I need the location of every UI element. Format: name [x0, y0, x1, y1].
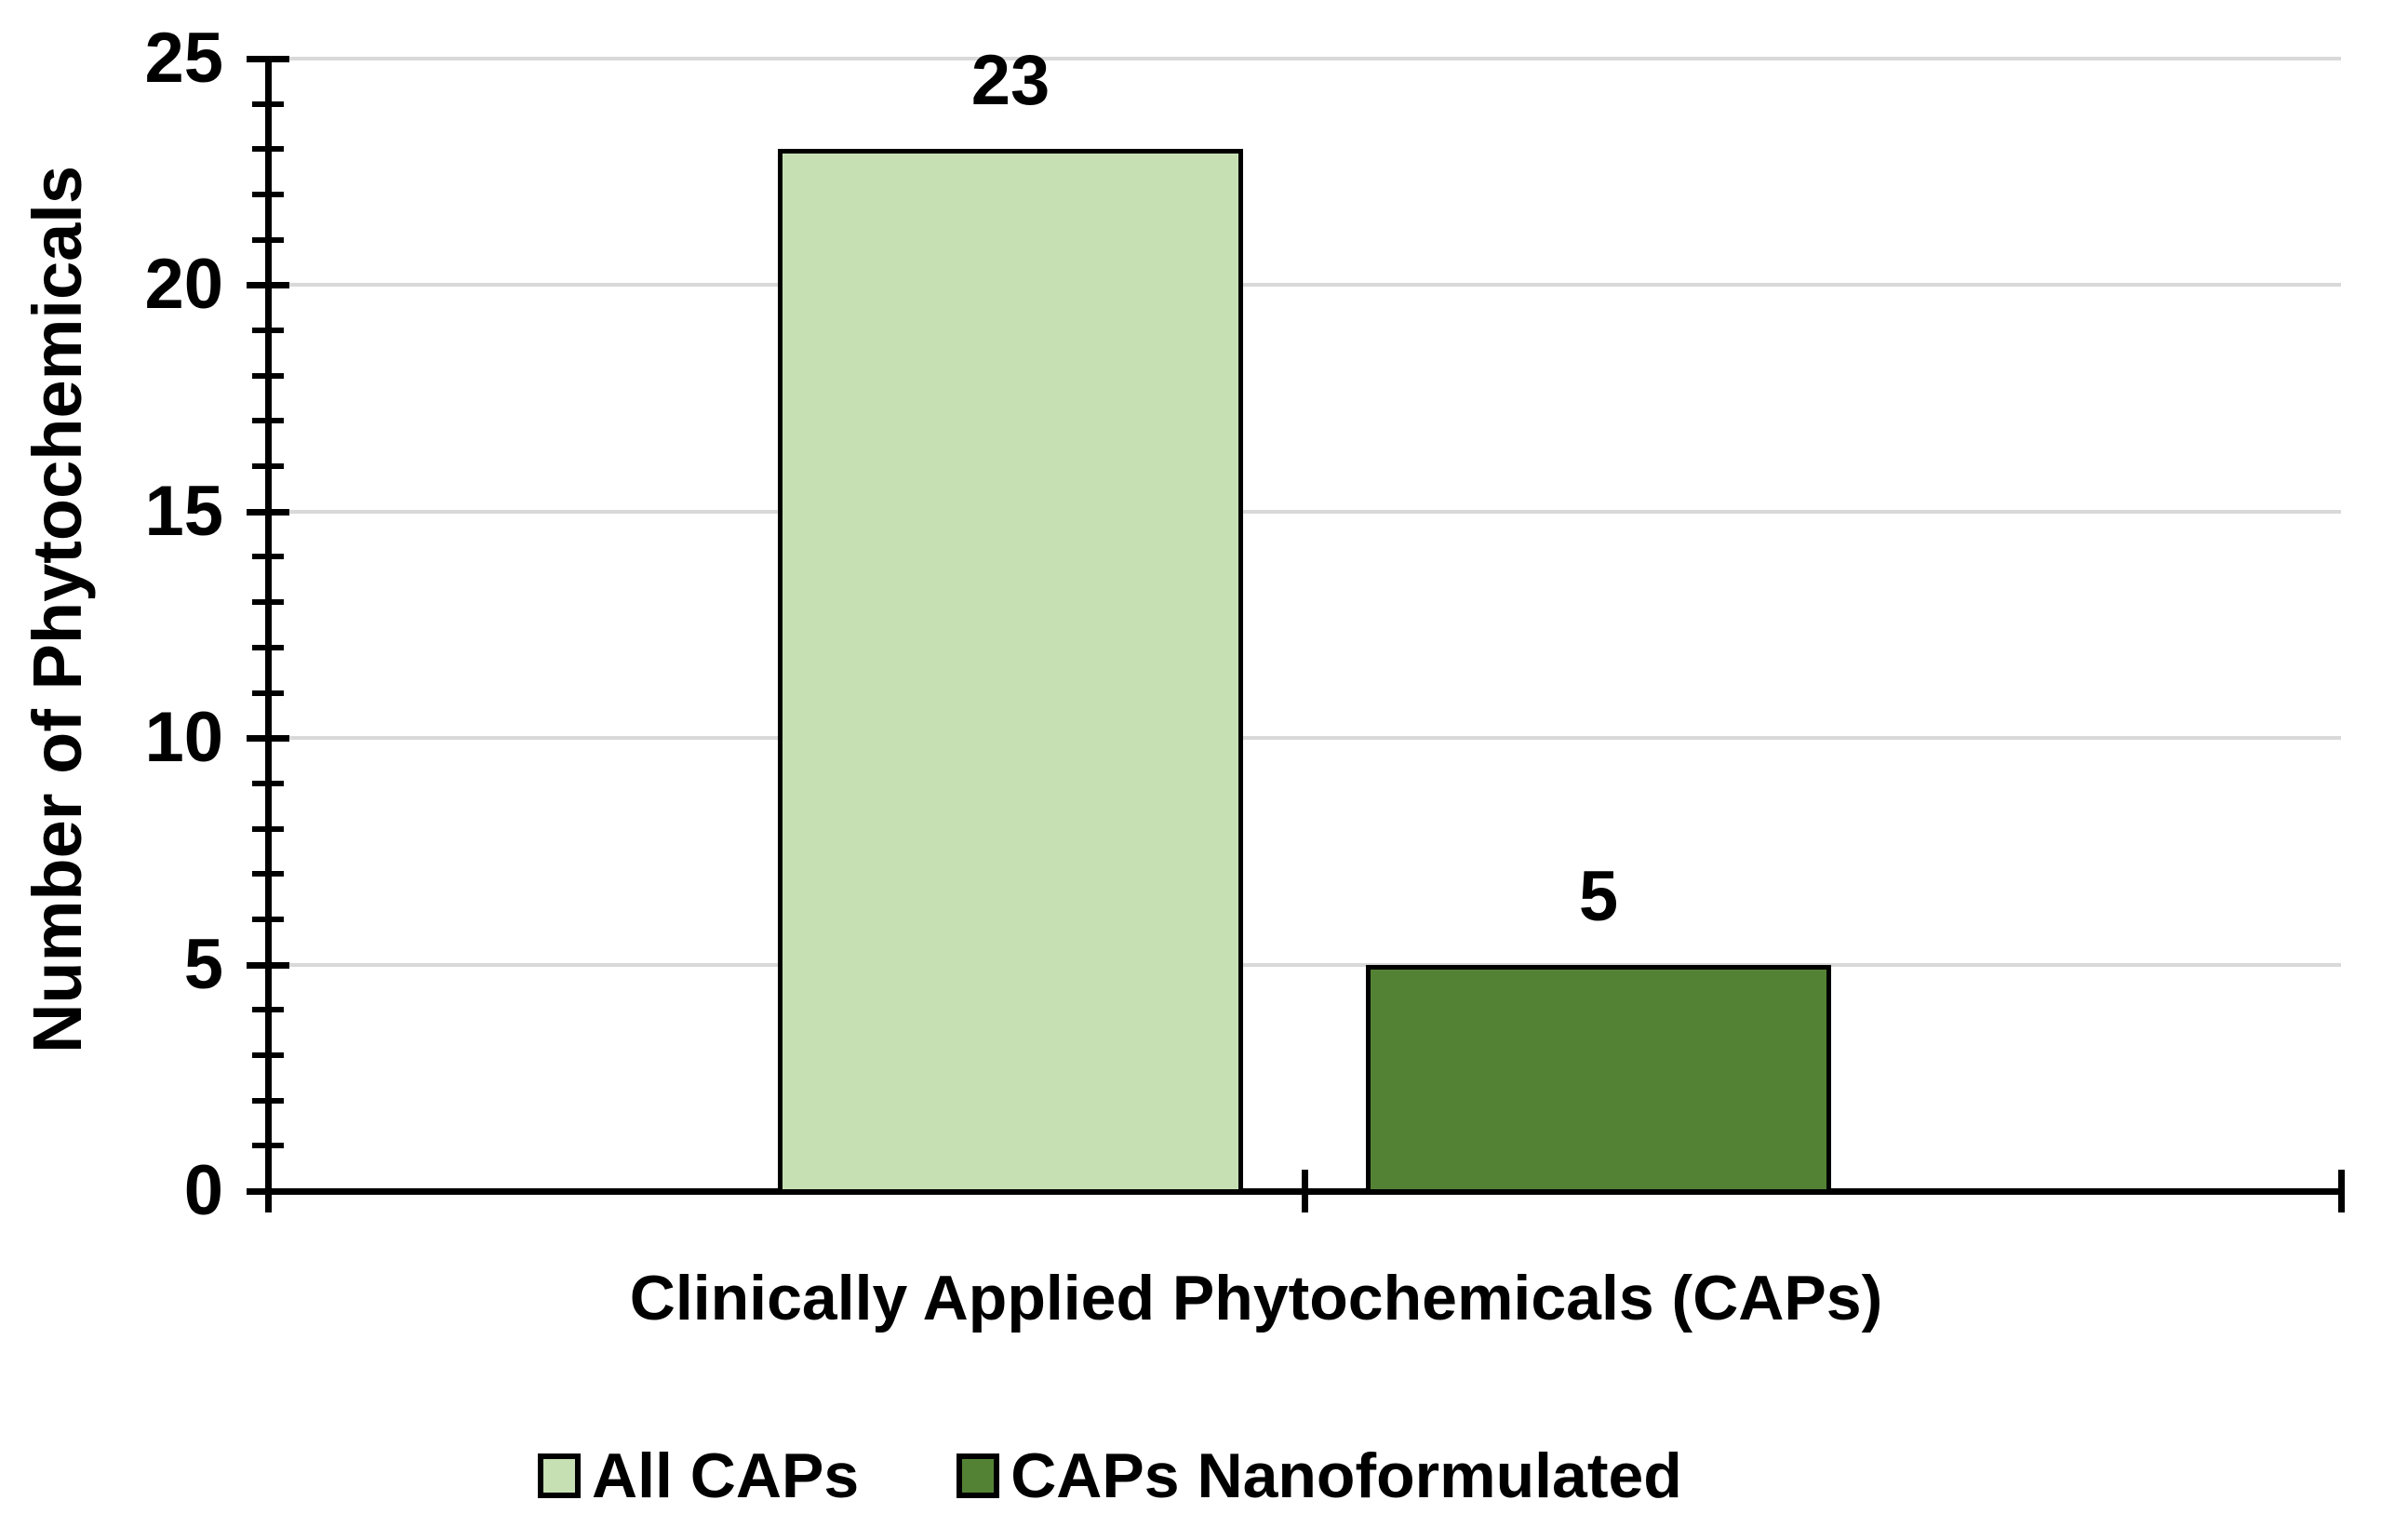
legend-swatch-all-caps	[538, 1453, 581, 1498]
y-tick-label-15: 15	[144, 471, 223, 551]
y-major-tick-25	[247, 56, 289, 62]
y-major-tick-15	[247, 508, 289, 516]
gridline-10	[268, 736, 2341, 741]
data-label-all-caps: 23	[970, 41, 1050, 121]
y-tick-label-10: 10	[144, 698, 223, 778]
legend-label-caps-nanoformulated: CAPs Nanoformulated	[1010, 1440, 1682, 1511]
y-minor-tick-18	[252, 372, 284, 379]
y-axis-title: Number of Phytochemicals	[19, 166, 96, 1054]
y-minor-tick-22	[252, 192, 284, 198]
gridline-5	[268, 962, 2341, 967]
x-tick-1	[1302, 1170, 1308, 1212]
x-tick-0	[265, 1170, 272, 1212]
bar-caps-nanoformulated	[1366, 964, 1831, 1194]
y-minor-tick-14	[252, 554, 284, 560]
y-minor-tick-13	[252, 599, 284, 606]
y-major-tick-10	[247, 735, 289, 743]
y-minor-tick-1	[252, 1143, 284, 1149]
y-minor-tick-9	[252, 780, 284, 786]
y-minor-tick-2	[252, 1097, 284, 1104]
y-tick-label-25: 25	[144, 19, 223, 98]
y-minor-tick-23	[252, 146, 284, 153]
gridline-15	[268, 509, 2341, 514]
x-tick-2	[2338, 1170, 2345, 1212]
y-minor-tick-21	[252, 236, 284, 243]
y-major-tick-5	[247, 961, 289, 969]
x-axis-title: Clinically Applied Phytochemicals (CAPs)	[629, 1263, 1883, 1333]
y-tick-label-0: 0	[183, 1151, 223, 1230]
y-major-tick-20	[247, 282, 289, 289]
y-minor-tick-16	[252, 463, 284, 470]
gridline-25	[268, 57, 2341, 60]
y-minor-tick-6	[252, 916, 284, 922]
bar-all-caps	[778, 149, 1243, 1194]
y-minor-tick-11	[252, 690, 284, 696]
y-tick-label-5: 5	[183, 924, 223, 1004]
y-minor-tick-19	[252, 328, 284, 334]
legend-item-caps-nanoformulated: CAPs Nanoformulated	[957, 1433, 1682, 1519]
data-label-caps-nanoformulated: 5	[1578, 856, 1619, 936]
y-minor-tick-12	[252, 644, 284, 650]
y-minor-tick-3	[252, 1051, 284, 1058]
y-minor-tick-7	[252, 871, 284, 877]
y-minor-tick-4	[252, 1007, 284, 1013]
legend: All CAPs CAPs Nanoformulated	[538, 1433, 1682, 1519]
y-tick-label-20: 20	[144, 245, 223, 325]
y-axis-line	[265, 56, 272, 1195]
y-minor-tick-17	[252, 418, 284, 424]
legend-swatch-caps-nanoformulated	[957, 1453, 1000, 1498]
legend-item-all-caps: All CAPs	[538, 1433, 859, 1519]
y-minor-tick-24	[252, 100, 284, 107]
legend-label-all-caps: All CAPs	[592, 1440, 860, 1511]
gridline-20	[268, 283, 2341, 288]
y-minor-tick-8	[252, 825, 284, 832]
